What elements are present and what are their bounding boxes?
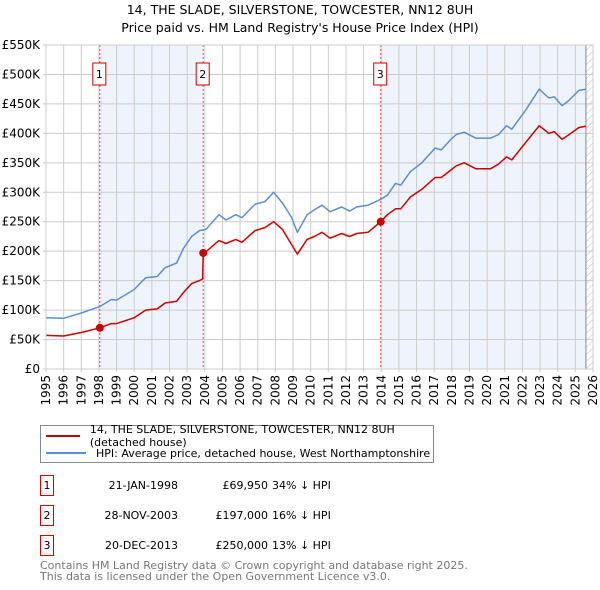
transaction-number: 3: [40, 535, 54, 556]
transaction-price: £250,000: [215, 539, 269, 552]
x-tick-label: 2005: [215, 375, 229, 406]
chart-title-line2: Price paid vs. HM Land Registry's House …: [121, 20, 479, 35]
y-tick-label: £350K: [2, 156, 42, 170]
sale-marker-box: [92, 62, 107, 86]
x-tick-label: 2016: [410, 375, 424, 406]
x-tick-label: 2024: [551, 375, 565, 406]
shaded-period: [380, 45, 586, 369]
x-tick-label: 2010: [304, 375, 318, 406]
y-tick-label: £50K: [9, 333, 41, 347]
x-tick-label: 2025: [568, 375, 582, 406]
y-tick-label: £100K: [2, 303, 42, 317]
property-price-line: [45, 124, 587, 337]
y-tick-label: £250K: [2, 215, 42, 229]
x-tick-label: 2007: [251, 375, 265, 406]
transaction-number: 2: [40, 505, 54, 526]
x-tick-label: 2022: [515, 375, 529, 406]
x-tick-label: 1995: [39, 375, 53, 406]
sale-point: [95, 323, 104, 332]
transaction-hpi-diff: 13% ↓ HPI: [272, 539, 331, 552]
sale-point: [376, 217, 385, 226]
transaction-date: 28-NOV-2003: [104, 509, 178, 522]
y-tick-label: £550K: [2, 38, 42, 52]
transaction-hpi-diff: 16% ↓ HPI: [272, 509, 331, 522]
x-tick-label: 2012: [339, 375, 353, 406]
x-tick-label: 2018: [445, 375, 459, 406]
x-tick-label: 2013: [357, 375, 371, 406]
legend-swatch-property: [46, 435, 80, 437]
x-tick-label: 2019: [462, 375, 476, 406]
x-tick-label: 2006: [233, 375, 247, 406]
transaction-price: £69,950: [222, 479, 269, 492]
transaction-hpi-diff: 34% ↓ HPI: [272, 479, 331, 492]
transaction-date: 21-JAN-1998: [108, 479, 178, 492]
x-tick-label: 1999: [110, 375, 124, 406]
x-tick-label: 1996: [57, 375, 71, 406]
forecast-hatch: [585, 45, 593, 369]
transaction-row: 3 20-DEC-2013 £250,000 13% ↓ HPI: [40, 535, 440, 556]
sale-marker-label: 1: [96, 68, 103, 81]
price-chart: 1995 1996 1997 1998 1999 2000 2001 2002 2003 2004…: [2, 38, 600, 406]
transaction-number: 1: [40, 475, 54, 496]
x-tick-label: 2023: [533, 375, 547, 406]
x-tick-label: 2003: [180, 375, 194, 406]
x-tick-label: 2021: [498, 375, 512, 406]
x-tick-label: 2002: [163, 375, 177, 406]
transaction-row: 2 28-NOV-2003 £197,000 16% ↓ HPI: [40, 505, 440, 526]
sale-marker-box: [195, 62, 210, 86]
footer: Contains HM Land Registry data © Crown c…: [40, 560, 468, 582]
legend-label-property: 14, THE SLADE, SILVERSTONE, TOWCESTER, N…: [89, 423, 395, 449]
y-tick-label: £500K: [2, 67, 42, 81]
x-tick-label: 2009: [286, 375, 300, 406]
x-tick-label: 2015: [392, 375, 406, 406]
footer-licence: This data is licensed under the Open Gov…: [40, 570, 391, 583]
y-tick-label: £0: [25, 362, 40, 376]
hpi-line: [45, 88, 587, 320]
x-tick-label: 1998: [92, 375, 106, 406]
sale-marker-label: 2: [199, 68, 206, 81]
x-tick-label: 2000: [127, 375, 141, 406]
x-tick-label: 2011: [321, 375, 335, 406]
y-tick-label: £300K: [2, 185, 42, 199]
y-tick-label: £400K: [2, 126, 42, 140]
x-tick-label: 2014: [374, 375, 388, 406]
x-tick-label: 2008: [268, 375, 282, 406]
y-tick-label: £200K: [2, 244, 42, 258]
footer-copyright: Contains HM Land Registry data © Crown c…: [40, 559, 468, 572]
chart-title-line1: 14, THE SLADE, SILVERSTONE, TOWCESTER, N…: [126, 2, 474, 17]
legend-item-property: 14, THE SLADE, SILVERSTONE, TOWCESTER, N…: [46, 423, 433, 449]
sale-point: [199, 248, 208, 257]
x-tick-label: 2020: [480, 375, 494, 406]
plot-frame: [45, 44, 594, 370]
legend: 14, THE SLADE, SILVERSTONE, TOWCESTER, N…: [40, 423, 434, 463]
y-tick-label: £150K: [2, 274, 42, 288]
sale-marker-label: 3: [377, 68, 384, 81]
transaction-price: £197,000: [215, 509, 269, 522]
sale-marker-box: [373, 62, 388, 86]
legend-swatch-hpi: [46, 452, 86, 454]
x-tick-label: 1997: [74, 375, 88, 406]
x-tick-label: 2026: [586, 375, 600, 406]
x-tick-label: 2001: [145, 375, 159, 406]
legend-item-hpi: HPI: Average price, detached house, West…: [46, 445, 430, 461]
y-tick-label: £450K: [2, 97, 42, 111]
transaction-date: 20-DEC-2013: [104, 539, 178, 552]
x-tick-label: 2004: [198, 375, 212, 406]
x-tick-label: 2017: [427, 375, 441, 406]
legend-label-hpi: HPI: Average price, detached house, West…: [96, 446, 431, 460]
transaction-row: 1 21-JAN-1998 £69,950 34% ↓ HPI: [40, 475, 440, 496]
